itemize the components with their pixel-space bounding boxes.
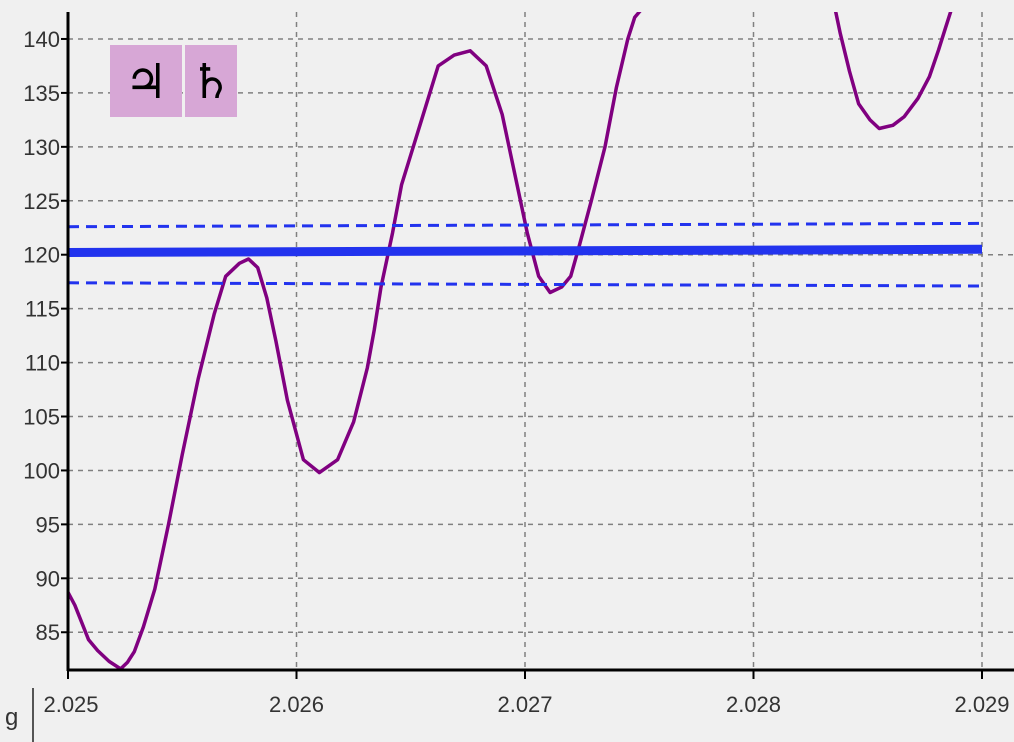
y-tick-label: 130	[23, 135, 60, 160]
y-tick-label: 85	[36, 620, 60, 645]
y-tick-label: 135	[23, 81, 60, 106]
x-tick-label: 2.027	[497, 692, 552, 717]
y-tick-label: 115	[25, 297, 60, 322]
x-tick-label: 2.026	[269, 692, 324, 717]
y-tick-label: 125	[23, 189, 60, 214]
glyph-symbol: ♃	[124, 54, 167, 110]
x-tick-label: 2.029	[954, 692, 1009, 717]
y-tick-label: 140	[23, 27, 60, 52]
glyph-symbol: ♄	[189, 54, 232, 110]
x-tick-label: 2.025	[43, 692, 98, 717]
y-tick-label: 90	[36, 566, 60, 591]
x-tick-label: 2.028	[726, 692, 781, 717]
y-tick-label: 95	[36, 512, 60, 537]
corner-label: g	[5, 704, 18, 731]
y-tick-label: 110	[25, 351, 60, 376]
y-tick-label: 105	[23, 405, 60, 430]
glyph-badges: ♃ ♄	[110, 45, 237, 117]
y-tick-label: 120	[23, 243, 60, 268]
y-tick-label: 100	[23, 458, 60, 483]
saturn-glyph-icon: ♄	[185, 45, 237, 117]
reference-line	[68, 249, 982, 252]
jupiter-glyph-icon: ♃	[110, 45, 182, 117]
